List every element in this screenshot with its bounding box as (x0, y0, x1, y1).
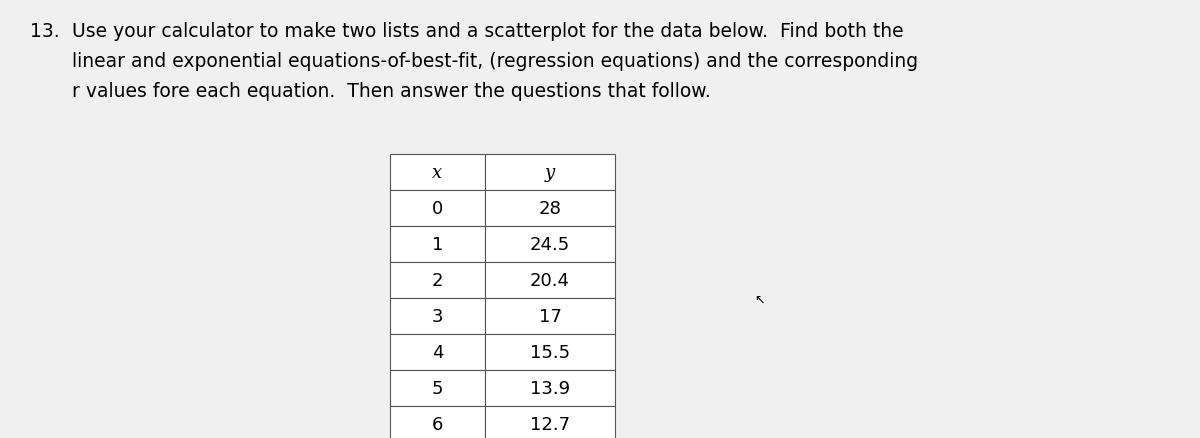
Text: x: x (432, 164, 443, 182)
Text: 6: 6 (432, 415, 443, 433)
Text: 15.5: 15.5 (530, 343, 570, 361)
Text: ↖: ↖ (755, 293, 766, 306)
Text: y: y (545, 164, 556, 182)
Text: 13.: 13. (30, 22, 60, 41)
Text: 5: 5 (432, 379, 443, 397)
Text: r values fore each equation.  Then answer the questions that follow.: r values fore each equation. Then answer… (72, 82, 710, 101)
Text: linear and exponential equations-of-best-fit, (regression equations) and the cor: linear and exponential equations-of-best… (72, 52, 918, 71)
Text: 3: 3 (432, 307, 443, 325)
Text: 13.9: 13.9 (530, 379, 570, 397)
Text: 17: 17 (539, 307, 562, 325)
Text: 12.7: 12.7 (530, 415, 570, 433)
Text: 20.4: 20.4 (530, 272, 570, 290)
Text: 1: 1 (432, 236, 443, 254)
Text: 2: 2 (432, 272, 443, 290)
Text: Use your calculator to make two lists and a scatterplot for the data below.  Fin: Use your calculator to make two lists an… (72, 22, 904, 41)
Text: 28: 28 (539, 200, 562, 218)
Text: 4: 4 (432, 343, 443, 361)
Text: 0: 0 (432, 200, 443, 218)
Text: 24.5: 24.5 (530, 236, 570, 254)
